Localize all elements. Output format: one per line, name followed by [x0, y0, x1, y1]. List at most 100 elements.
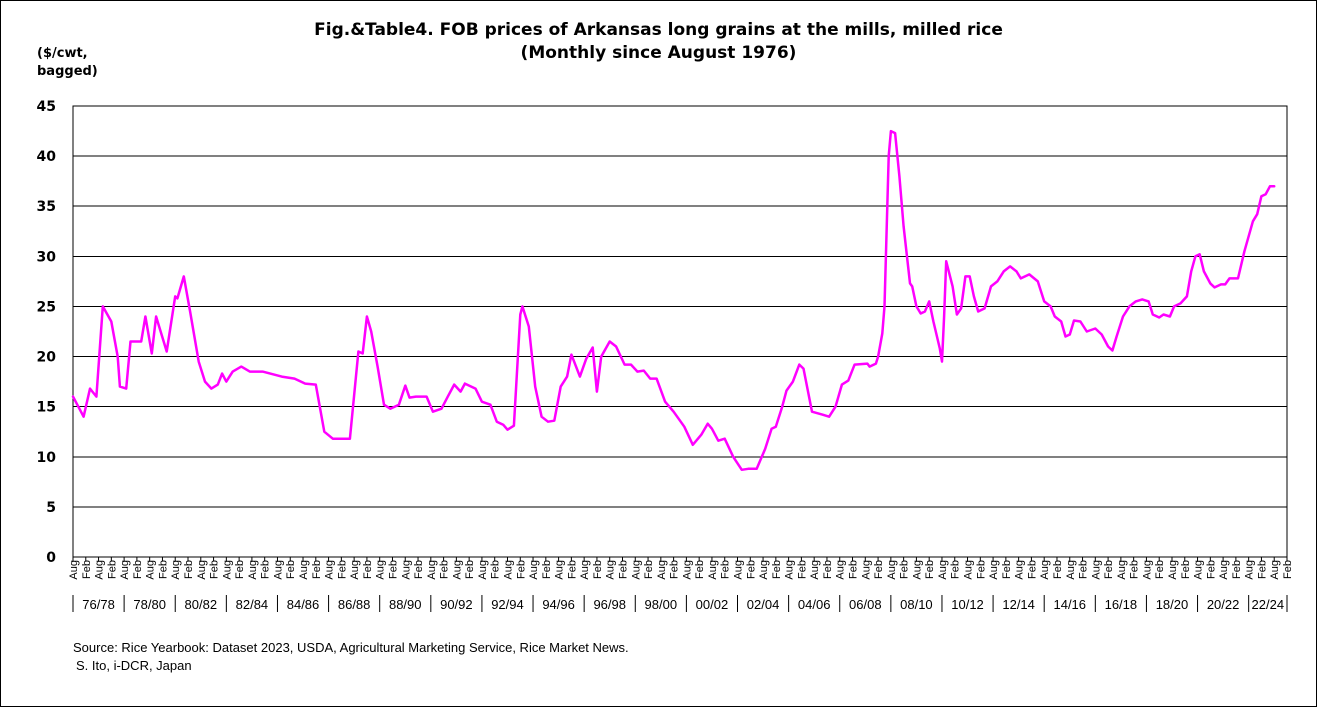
x-tick-label: Feb: [848, 560, 860, 579]
period-label: 88/90: [389, 597, 422, 612]
x-tick-label: Feb: [796, 560, 808, 579]
y-tick-label: 25: [37, 299, 56, 315]
x-tick-label: Aug: [1039, 560, 1051, 580]
period-label: 76/78: [82, 597, 115, 612]
y-axis-unit-line1: ($/cwt,: [37, 46, 88, 61]
x-tick-label: Aug: [911, 560, 923, 580]
period-label: 86/88: [338, 597, 371, 612]
x-tick-label: Aug: [1193, 560, 1205, 580]
x-tick-label: Aug: [784, 560, 796, 580]
x-tick-label: Aug: [1269, 560, 1281, 580]
y-axis-unit-line2: bagged): [37, 64, 98, 79]
x-tick-label: Aug: [1167, 560, 1179, 580]
period-label: 96/98: [593, 597, 626, 612]
x-tick-label: Feb: [617, 560, 629, 579]
period-label: 90/92: [440, 597, 473, 612]
x-tick-label: Aug: [988, 560, 1000, 580]
x-tick-label: Feb: [899, 560, 911, 579]
x-tick-label: Feb: [669, 560, 681, 579]
period-label: 06/08: [849, 597, 882, 612]
y-tick-label: 10: [37, 450, 57, 466]
x-tick-label: Aug: [835, 560, 847, 580]
x-tick-label: Aug: [145, 560, 157, 580]
x-tick-label: Feb: [362, 560, 374, 579]
x-tick-label: Feb: [234, 560, 246, 579]
x-tick-label: Aug: [1218, 560, 1230, 580]
period-label: 02/04: [747, 597, 780, 612]
x-tick-label: Aug: [528, 560, 540, 580]
x-tick-label: Aug: [860, 560, 872, 580]
x-tick-label: Aug: [502, 560, 514, 580]
x-tick-label: Aug: [579, 560, 591, 580]
x-tick-label: Aug: [221, 560, 233, 580]
x-tick-label: Feb: [1129, 560, 1141, 579]
x-tick-label: Feb: [285, 560, 297, 579]
credit-note: S. Ito, i-DCR, Japan: [76, 658, 192, 673]
y-tick-label: 35: [37, 199, 56, 215]
x-tick-label: Aug: [324, 560, 336, 580]
x-tick-label: Feb: [566, 560, 578, 579]
period-label: 04/06: [798, 597, 831, 612]
x-tick-label: Feb: [541, 560, 553, 579]
x-tick-label: Aug: [119, 560, 131, 580]
y-tick-label: 5: [46, 500, 56, 516]
period-label: 14/16: [1053, 597, 1086, 612]
x-tick-label: Aug: [1065, 560, 1077, 580]
x-tick-label: Feb: [643, 560, 655, 579]
x-tick-label: Feb: [1026, 560, 1038, 579]
x-tick-label: Aug: [196, 560, 208, 580]
x-tick-label: Feb: [157, 560, 169, 579]
chart-title-line1: Fig.&Table4. FOB prices of Arkansas long…: [314, 20, 1003, 40]
x-tick-label: Feb: [1052, 560, 1064, 579]
period-label: 80/82: [185, 597, 218, 612]
x-tick-label: Aug: [1141, 560, 1153, 580]
x-tick-label: Feb: [950, 560, 962, 579]
x-tick-label: Aug: [298, 560, 310, 580]
period-label: 18/20: [1156, 597, 1189, 612]
x-tick-label: Aug: [451, 560, 463, 580]
x-tick-label: Aug: [733, 560, 745, 580]
x-tick-label: Feb: [1103, 560, 1115, 579]
x-tick-label: Feb: [336, 560, 348, 579]
period-label: 82/84: [236, 597, 269, 612]
x-tick-label: Feb: [260, 560, 272, 579]
period-label: 84/86: [287, 597, 320, 612]
period-label: 92/94: [491, 597, 524, 612]
x-tick-label: Feb: [311, 560, 323, 579]
x-tick-label: Feb: [771, 560, 783, 579]
x-tick-label: Aug: [426, 560, 438, 580]
x-tick-label: Aug: [1244, 560, 1256, 580]
period-label: 00/02: [696, 597, 729, 612]
y-tick-label: 40: [37, 149, 57, 165]
x-tick-label: Feb: [1001, 560, 1013, 579]
x-tick-label: Aug: [886, 560, 898, 580]
x-tick-label: Feb: [1180, 560, 1192, 579]
x-tick-label: Feb: [1282, 560, 1294, 579]
x-tick-label: Feb: [209, 560, 221, 579]
period-label: 20/22: [1207, 597, 1240, 612]
x-tick-label: Aug: [94, 560, 106, 580]
x-tick-label: Aug: [68, 560, 80, 580]
period-label: 10/12: [951, 597, 984, 612]
x-tick-label: Feb: [183, 560, 195, 579]
x-tick-label: Feb: [1078, 560, 1090, 579]
x-tick-label: Aug: [707, 560, 719, 580]
period-label: 22/24: [1252, 597, 1285, 612]
y-tick-label: 30: [37, 249, 57, 265]
x-tick-label: Aug: [1090, 560, 1102, 580]
y-tick-label: 45: [37, 99, 56, 115]
x-tick-label: Feb: [745, 560, 757, 579]
x-tick-label: Feb: [106, 560, 118, 579]
x-tick-label: Aug: [170, 560, 182, 580]
x-tick-label: Feb: [1256, 560, 1268, 579]
x-tick-label: Aug: [272, 560, 284, 580]
x-tick-label: Feb: [592, 560, 604, 579]
source-note: Source: Rice Yearbook: Dataset 2023, USD…: [73, 640, 629, 655]
x-tick-label: Aug: [963, 560, 975, 580]
x-tick-label: Aug: [681, 560, 693, 580]
x-tick-label: Feb: [1154, 560, 1166, 579]
x-tick-label: Feb: [822, 560, 834, 579]
y-tick-label: 0: [46, 550, 56, 566]
x-tick-label: Feb: [1231, 560, 1243, 579]
x-tick-label: Aug: [247, 560, 259, 580]
